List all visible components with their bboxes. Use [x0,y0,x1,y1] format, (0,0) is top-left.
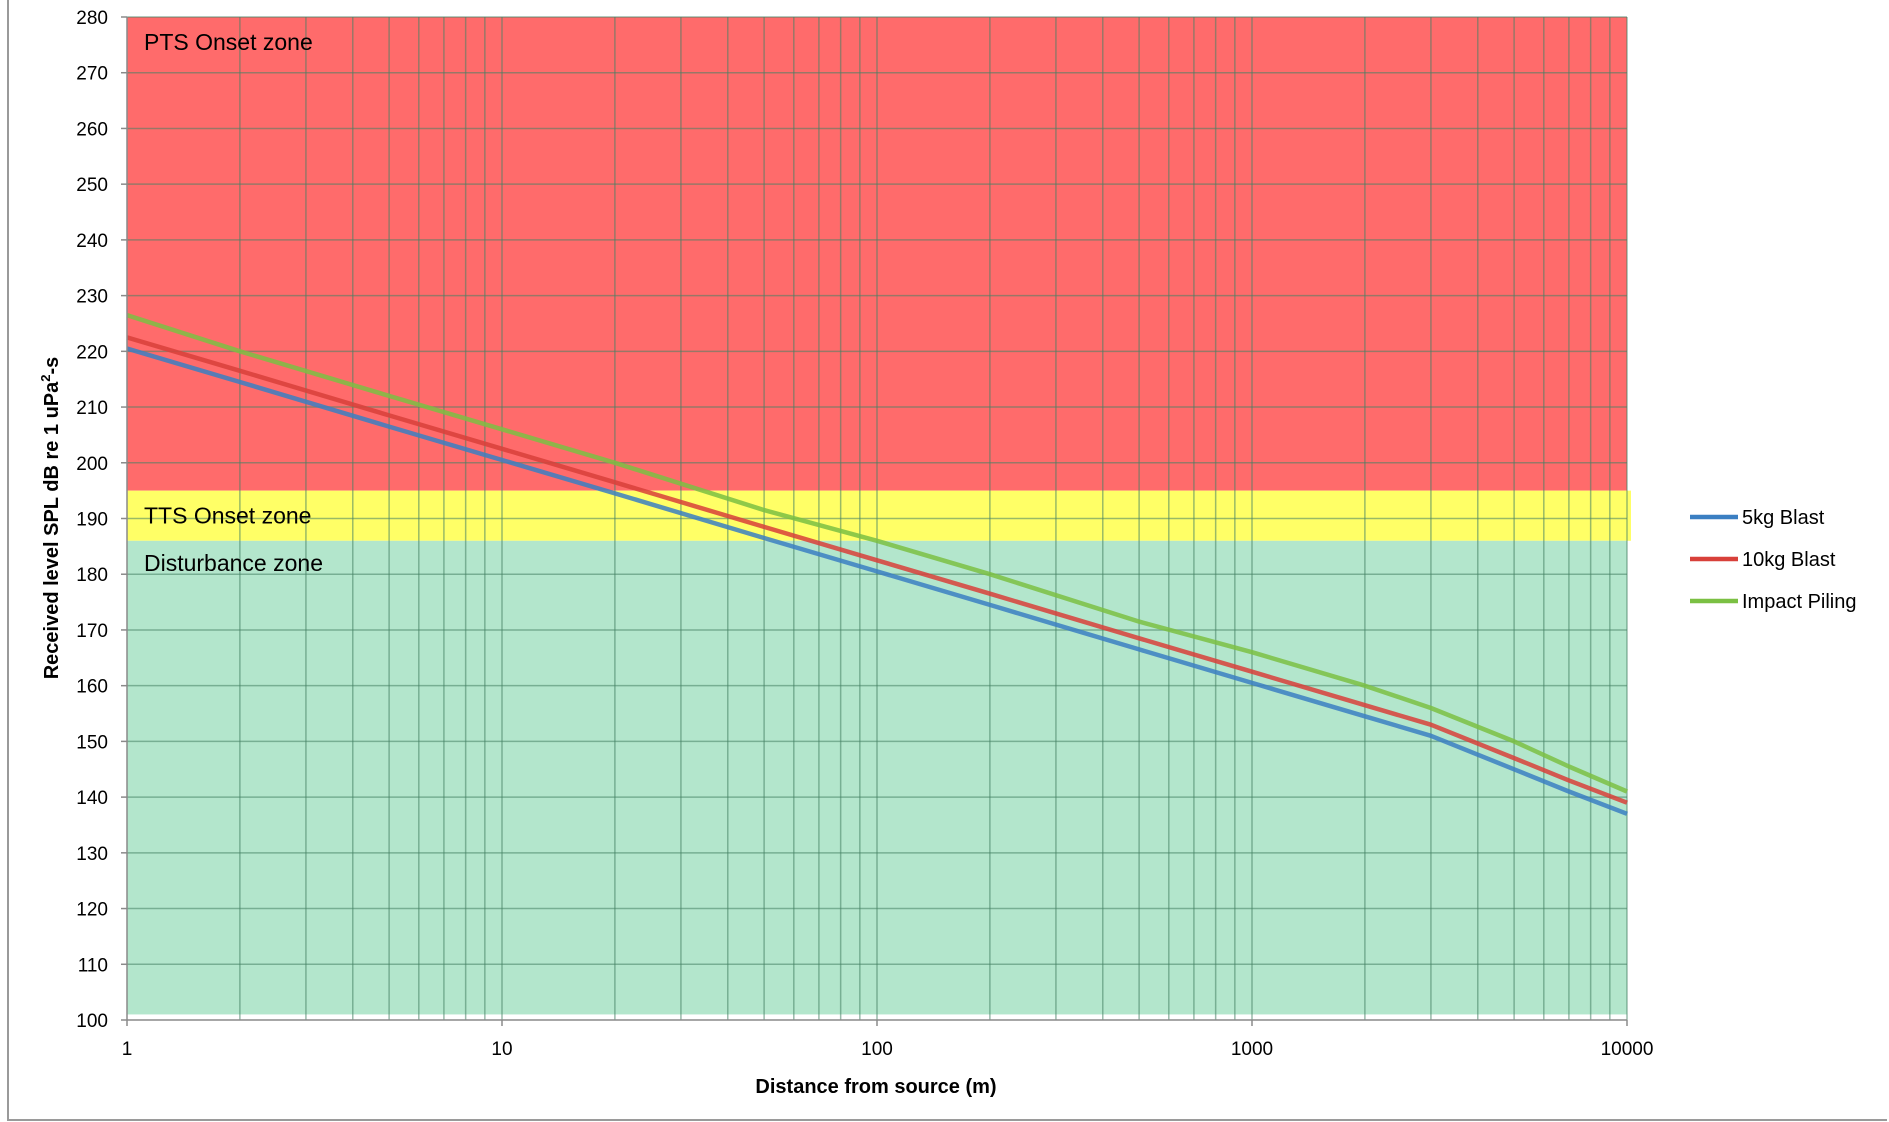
x-tick-label: 100 [861,1039,893,1060]
x-axis-title: Distance from source (m) [755,1076,996,1098]
y-tick-label: 130 [76,844,108,865]
gridlines [127,16,1628,1020]
chart-frame [7,0,1887,1121]
zone-label: TTS Onset zone [144,503,311,529]
y-tick-label: 140 [76,788,108,809]
y-tick-label: 120 [76,900,108,921]
series-lines [126,312,1628,816]
y-axis-title-end: -s [41,357,63,375]
y-axis-title: Received level SPL dB re 1 uPa2-s [38,357,63,680]
legend: 5kg Blast 10kg Blast Impact Piling [1690,507,1857,613]
y-tick-label: 210 [76,398,108,419]
y-tick-label: 220 [76,342,108,363]
y-tick-label: 110 [78,955,108,976]
zone-band [127,490,1631,541]
y-tick-label: 280 [76,8,108,29]
y-axis-title-main: Received level SPL dB re 1 uPa [41,381,63,679]
legend-label: 5kg Blast [1742,507,1825,529]
y-tick-label: 240 [76,231,108,252]
y-tick-label: 270 [76,64,108,85]
y-tick-label: 250 [76,175,108,196]
zone-labels: PTS Onset zone TTS Onset zone Disturbance … [144,29,323,576]
series-line [126,346,1628,816]
series-line [126,312,1628,794]
axes [121,16,1628,1026]
y-tick-label: 170 [76,621,108,642]
y-tick-label: 100 [76,1011,108,1032]
y-axis-title-sup: 2 [38,375,53,382]
y-tick-label: 190 [76,510,108,531]
zone-label: PTS Onset zone [144,29,313,55]
y-tick-label: 180 [76,565,108,586]
x-tick-label: 1000 [1231,1039,1273,1060]
x-tick-label: 1 [122,1039,133,1060]
zone-label: Disturbance zone [144,550,323,576]
y-tick-label: 260 [76,119,108,140]
legend-label: 10kg Blast [1742,549,1836,571]
y-tick-label: 160 [76,677,108,698]
legend-label: Impact Piling [1742,591,1857,613]
x-tick-label: 10000 [1601,1039,1654,1060]
tick-labels: 1001101201301401501601701801902002102202… [76,8,1653,1060]
y-tick-label: 150 [76,732,108,753]
y-tick-label: 200 [76,454,108,475]
x-tick-label: 10 [491,1039,512,1060]
series-line [126,335,1628,805]
y-tick-label: 230 [76,287,108,308]
